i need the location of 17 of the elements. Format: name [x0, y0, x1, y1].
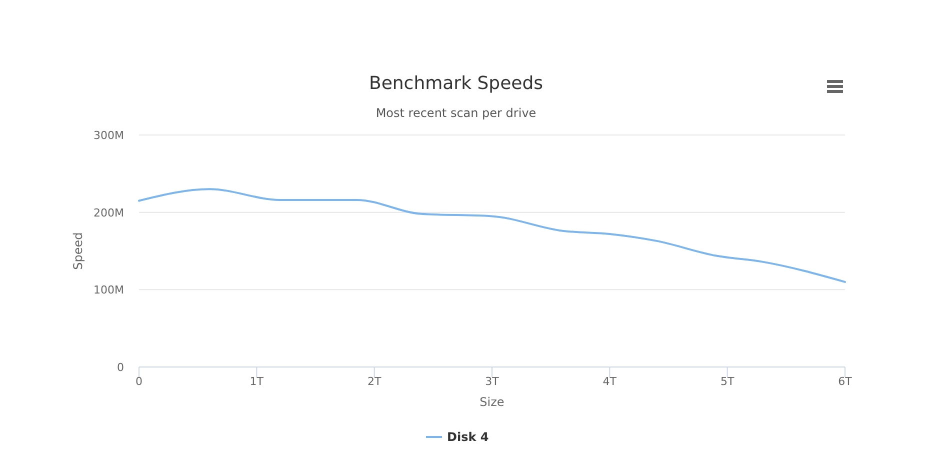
- y-tick-label: 200M: [94, 206, 124, 220]
- x-tick-label: 1T: [250, 375, 264, 388]
- y-tick-label: 0: [117, 361, 124, 374]
- y-tick-label: 100M: [94, 284, 124, 297]
- chart-subtitle: Most recent scan per drive: [376, 106, 536, 120]
- x-axis-title: Size: [480, 395, 504, 409]
- x-tick-label: 3T: [485, 375, 500, 388]
- x-tick-label: 6T: [838, 375, 852, 388]
- x-tick-label: 5T: [720, 375, 734, 388]
- x-tick-label: 2T: [367, 375, 382, 388]
- x-tick-label: 4T: [602, 375, 617, 388]
- chart-title: Benchmark Speeds: [368, 73, 544, 94]
- x-tick-label: 0: [136, 375, 142, 388]
- y-tick-label: 300M: [94, 129, 124, 142]
- line-series: [138, 188, 846, 283]
- y-axis-title: Speed: [71, 232, 85, 270]
- legend-label: Disk 4: [447, 430, 489, 444]
